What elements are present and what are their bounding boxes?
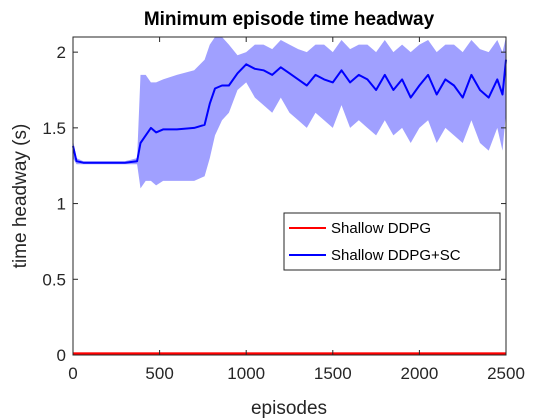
legend: Shallow DDPG Shallow DDPG+SC — [283, 212, 501, 271]
legend-label: Shallow DDPG — [331, 220, 431, 237]
legend-label: Shallow DDPG+SC — [331, 247, 461, 264]
series-line-shallow-ddpg-sc — [72, 59, 507, 164]
y-axis-ticks: 0 0.5 1 1.5 2 — [42, 43, 506, 365]
x-axis-ticks: 0 500 1000 1500 2000 2500 — [68, 37, 525, 383]
y-tick-label: 0.5 — [42, 270, 66, 289]
series-lines — [72, 59, 507, 355]
y-tick-label: 1.5 — [42, 119, 66, 138]
x-tick-label: 1000 — [227, 364, 265, 383]
y-axis-label: time headway (s) — [10, 124, 31, 269]
y-tick-label: 0 — [57, 346, 66, 365]
chart-title: Minimum episode time headway — [144, 9, 435, 30]
x-tick-label: 2000 — [400, 364, 438, 383]
y-tick-label: 2 — [57, 43, 66, 62]
x-tick-label: 0 — [68, 364, 77, 383]
x-axis-label: episodes — [251, 398, 327, 419]
x-tick-label: 1500 — [314, 364, 352, 383]
axes-box — [72, 36, 507, 356]
y-tick-label: 1 — [57, 195, 66, 214]
x-tick-label: 500 — [145, 364, 173, 383]
legend-box — [283, 212, 501, 271]
x-tick-label: 2500 — [487, 364, 525, 383]
band-shallow-ddpg-sc — [73, 37, 506, 189]
